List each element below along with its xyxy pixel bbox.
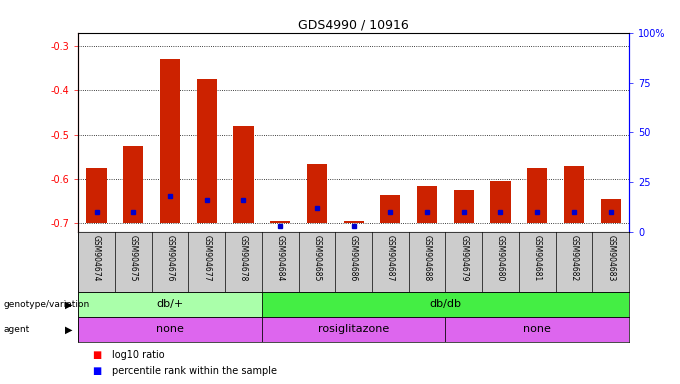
- Text: genotype/variation: genotype/variation: [3, 300, 90, 309]
- Text: db/db: db/db: [429, 299, 462, 310]
- Bar: [527, 168, 547, 223]
- Text: ▶: ▶: [65, 299, 73, 310]
- Bar: [270, 221, 290, 223]
- Text: log10 ratio: log10 ratio: [112, 350, 165, 360]
- Title: GDS4990 / 10916: GDS4990 / 10916: [299, 18, 409, 31]
- Bar: [600, 199, 621, 223]
- Bar: [262, 292, 629, 317]
- Bar: [417, 186, 437, 223]
- Bar: [160, 59, 180, 223]
- Text: GSM904686: GSM904686: [349, 235, 358, 282]
- Bar: [380, 195, 401, 223]
- Text: GSM904675: GSM904675: [129, 235, 138, 282]
- Text: none: none: [156, 324, 184, 334]
- Text: GSM904679: GSM904679: [459, 235, 469, 282]
- Text: db/+: db/+: [156, 299, 184, 310]
- Text: GSM904682: GSM904682: [569, 235, 579, 281]
- Bar: [86, 168, 107, 223]
- Bar: [445, 317, 629, 342]
- Bar: [233, 126, 254, 223]
- Text: GSM904683: GSM904683: [606, 235, 615, 282]
- Text: GSM904685: GSM904685: [312, 235, 322, 282]
- Bar: [78, 317, 262, 342]
- Text: ■: ■: [92, 350, 101, 360]
- Text: GSM904676: GSM904676: [165, 235, 175, 282]
- Text: GSM904688: GSM904688: [422, 235, 432, 281]
- Text: ▶: ▶: [65, 324, 73, 334]
- Bar: [454, 190, 474, 223]
- Text: GSM904687: GSM904687: [386, 235, 395, 282]
- Text: rosiglitazone: rosiglitazone: [318, 324, 389, 334]
- Text: GSM904677: GSM904677: [202, 235, 211, 282]
- Bar: [197, 79, 217, 223]
- Text: GSM904678: GSM904678: [239, 235, 248, 282]
- Bar: [564, 166, 584, 223]
- Bar: [123, 146, 143, 223]
- Text: GSM904681: GSM904681: [532, 235, 542, 281]
- Bar: [78, 292, 262, 317]
- Bar: [262, 317, 445, 342]
- Bar: [490, 181, 511, 223]
- Text: GSM904674: GSM904674: [92, 235, 101, 282]
- Text: agent: agent: [3, 325, 30, 334]
- Bar: [307, 164, 327, 223]
- Text: percentile rank within the sample: percentile rank within the sample: [112, 366, 277, 376]
- Text: GSM904684: GSM904684: [275, 235, 285, 282]
- Text: ■: ■: [92, 366, 101, 376]
- Text: none: none: [524, 324, 551, 334]
- Text: GSM904680: GSM904680: [496, 235, 505, 282]
- Bar: [343, 221, 364, 223]
